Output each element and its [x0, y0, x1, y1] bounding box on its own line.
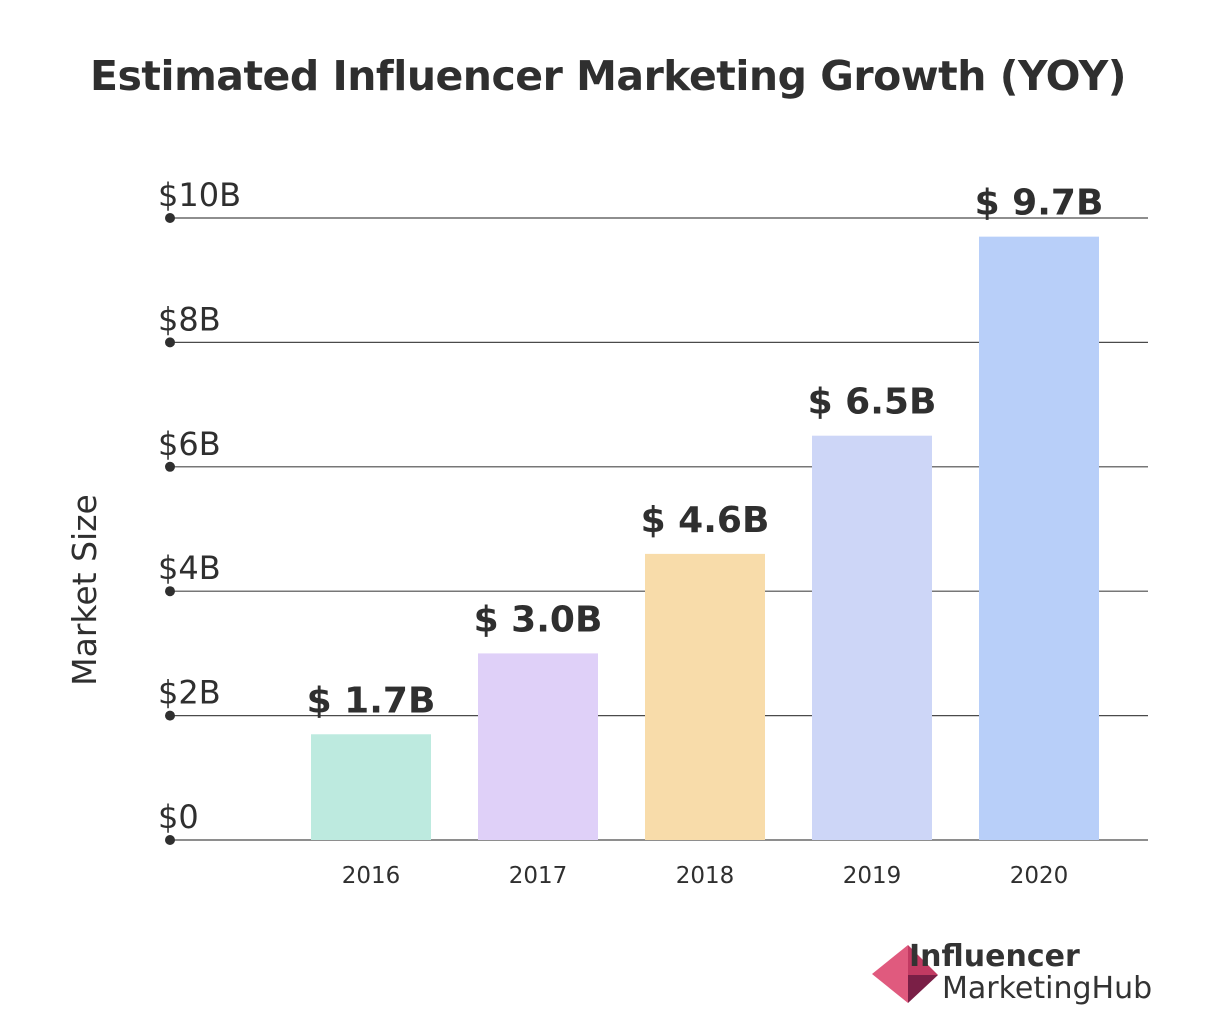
- x-tick-label: 2017: [509, 863, 568, 889]
- bars: [311, 236, 1099, 840]
- y-tick-dot: [165, 213, 175, 223]
- y-tick-label: $0: [158, 798, 199, 836]
- y-tick-label: $8B: [158, 300, 221, 338]
- x-tick-label: 2016: [342, 863, 401, 889]
- bar-2016: [311, 734, 431, 840]
- logo-mark-icon: [872, 945, 938, 1003]
- y-tick-dot: [165, 461, 175, 472]
- logo-text-influencer: Influencer: [909, 939, 1080, 974]
- bar-2017: [478, 653, 598, 840]
- bar-value-label: $ 6.5B: [808, 382, 937, 423]
- logo: Influencer MarketingHub: [872, 939, 1152, 1006]
- y-tick-dot: [165, 337, 175, 348]
- bar-value-label: $ 1.7B: [307, 680, 436, 721]
- labels: $0 $2B $4B $6B $8B $10B $ 1.7B 2016 $ 3.0B 2017 $ …: [158, 176, 1103, 889]
- y-tick-dot: [165, 586, 175, 597]
- bar-2018: [645, 553, 765, 840]
- chart-title: Estimated Influencer Marketing Growth (Y…: [90, 52, 1127, 100]
- bar-value-label: $ 4.6B: [641, 500, 770, 541]
- bar-value-label: $ 3.0B: [474, 599, 603, 640]
- logo-text-hub: Hub: [1092, 971, 1153, 1006]
- x-tick-label: 2020: [1010, 863, 1069, 889]
- y-tick-label: $10B: [158, 176, 241, 214]
- x-tick-label: 2018: [676, 863, 735, 889]
- logo-text-marketing: Marketing: [942, 971, 1092, 1006]
- bar-2019: [812, 435, 932, 840]
- logo-text-marketinghub: MarketingHub: [942, 971, 1152, 1006]
- y-tick-label: $4B: [158, 549, 221, 587]
- bar-2020: [979, 236, 1099, 840]
- bar-value-label: $ 9.7B: [975, 183, 1104, 224]
- y-axis-label: Market Size: [65, 494, 104, 686]
- x-tick-label: 2019: [843, 863, 902, 889]
- y-tick-dot: [165, 710, 175, 721]
- y-tick-label: $6B: [158, 425, 221, 463]
- y-tick-label: $2B: [158, 674, 221, 712]
- y-tick-dot: [165, 835, 175, 845]
